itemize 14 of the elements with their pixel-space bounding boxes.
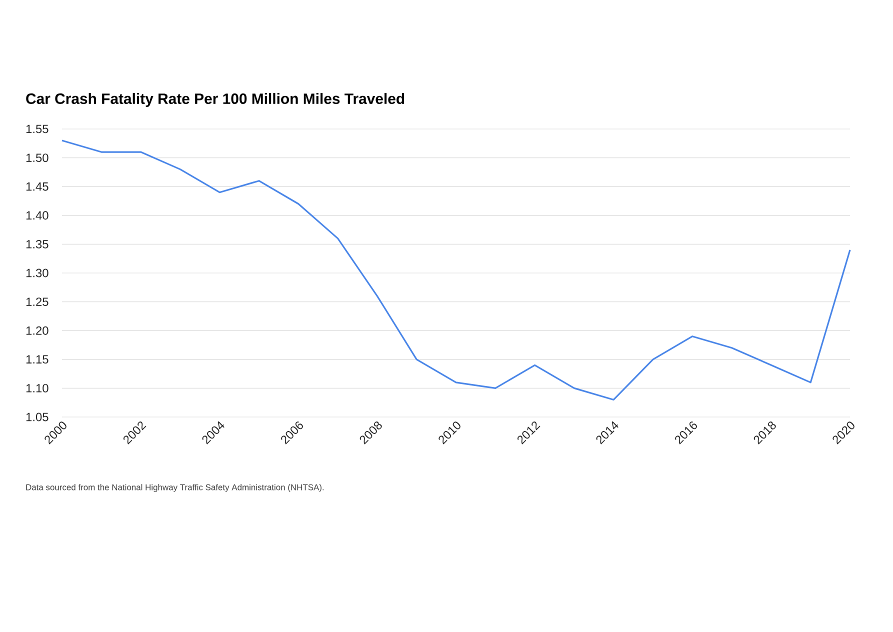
y-tick-label: 1.35 xyxy=(26,240,48,248)
chart-title: Car Crash Fatality Rate Per 100 Million Miles Traveled xyxy=(26,93,404,107)
y-tick-label: 1.20 xyxy=(26,326,48,335)
y-tick-label: 1.55 xyxy=(26,124,48,134)
y-tick-label: 1.10 xyxy=(26,384,48,392)
y-tick-label: 1.05 xyxy=(26,412,48,422)
y-tick-label: 1.40 xyxy=(26,211,48,220)
y-tick-label: 1.15 xyxy=(26,355,48,364)
text: Data sourced from the National Highway Traffic Safety Administration (NHTSA). xyxy=(26,484,324,492)
y-tick-label: 1.30 xyxy=(26,268,48,278)
y-tick-label: 1.45 xyxy=(26,182,48,191)
y-tick-label: 1.25 xyxy=(26,298,48,306)
line-series xyxy=(61,140,851,401)
y-tick-label: 1.50 xyxy=(26,154,48,162)
